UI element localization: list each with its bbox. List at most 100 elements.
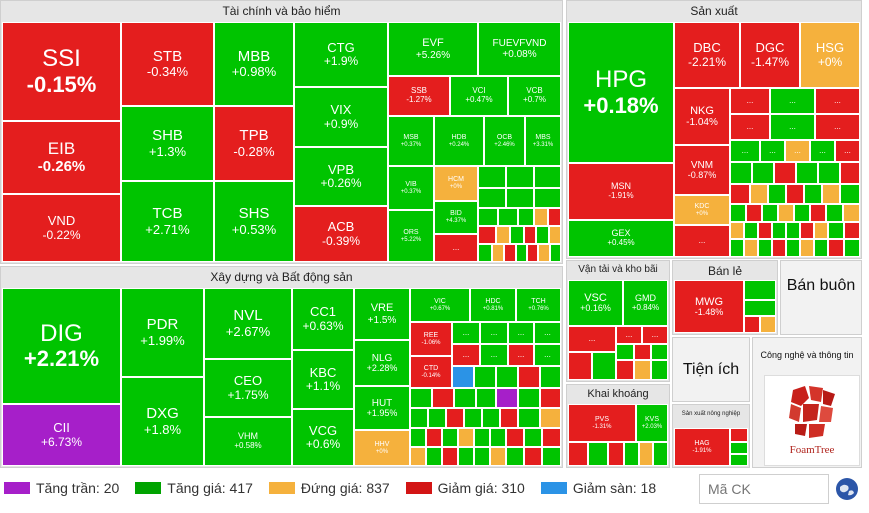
stock-tile-vpb[interactable]: VPB +0.26% bbox=[294, 147, 388, 206]
mini-tile[interactable] bbox=[634, 360, 651, 380]
mini-tile[interactable] bbox=[744, 280, 776, 300]
mini-tile[interactable] bbox=[492, 244, 504, 262]
stock-tile-misc[interactable]: ... bbox=[810, 140, 835, 162]
stock-tile-vcb[interactable]: VCB +0.7% bbox=[508, 76, 561, 116]
mini-tile[interactable] bbox=[410, 388, 432, 408]
stock-tile-shb[interactable]: SHB +1.3% bbox=[121, 106, 214, 181]
mini-tile[interactable] bbox=[746, 204, 762, 222]
mini-tile[interactable] bbox=[752, 162, 774, 184]
mini-tile[interactable] bbox=[496, 226, 510, 244]
stock-tile-misc[interactable]: ... bbox=[674, 225, 730, 257]
stock-tile-vcg[interactable]: VCG +0.6% bbox=[292, 409, 354, 466]
stock-tile-misc[interactable]: ... bbox=[785, 140, 810, 162]
mini-tile[interactable] bbox=[750, 184, 768, 204]
mini-tile[interactable] bbox=[454, 388, 476, 408]
mini-tile[interactable] bbox=[794, 204, 810, 222]
stock-tile-nlg[interactable]: NLG +2.28% bbox=[354, 340, 410, 386]
mini-tile[interactable] bbox=[651, 344, 668, 360]
mini-tile[interactable] bbox=[758, 222, 772, 239]
stock-tile-hsg[interactable]: HSG +0% bbox=[800, 22, 860, 88]
mini-tile[interactable] bbox=[516, 244, 527, 262]
stock-tile-acb[interactable]: ACB -0.39% bbox=[294, 206, 388, 262]
stock-tile-pdr[interactable]: PDR +1.99% bbox=[121, 288, 204, 377]
mini-tile[interactable] bbox=[828, 239, 844, 257]
mini-tile[interactable] bbox=[616, 360, 634, 380]
mini-tile[interactable] bbox=[730, 428, 748, 442]
mini-tile[interactable] bbox=[510, 226, 524, 244]
mini-tile[interactable] bbox=[786, 239, 800, 257]
stock-tile-vnm[interactable]: VNM -0.87% bbox=[674, 145, 730, 195]
legend-floor[interactable]: Giảm sàn: 18 bbox=[540, 480, 656, 496]
mini-tile[interactable] bbox=[442, 428, 458, 447]
mini-tile[interactable] bbox=[540, 366, 561, 388]
mini-tile[interactable] bbox=[534, 208, 548, 226]
mini-tile[interactable] bbox=[772, 222, 786, 239]
mini-tile[interactable] bbox=[426, 428, 442, 447]
mini-tile[interactable] bbox=[524, 226, 536, 244]
mini-tile[interactable] bbox=[653, 442, 668, 466]
mini-tile[interactable] bbox=[496, 388, 518, 408]
mini-tile[interactable] bbox=[534, 188, 561, 208]
mini-tile[interactable] bbox=[826, 204, 843, 222]
mini-tile[interactable] bbox=[548, 208, 561, 226]
mini-tile[interactable] bbox=[518, 208, 534, 226]
mini-tile[interactable] bbox=[542, 428, 561, 447]
mini-tile[interactable] bbox=[482, 408, 500, 428]
mini-tile[interactable] bbox=[814, 222, 828, 239]
stock-tile-misc[interactable]: ... bbox=[730, 88, 770, 114]
stock-tile-vix[interactable]: VIX +0.9% bbox=[294, 87, 388, 147]
stock-tile-misc[interactable]: ... bbox=[815, 88, 860, 114]
mini-tile[interactable] bbox=[634, 344, 651, 360]
mini-tile[interactable] bbox=[608, 442, 624, 466]
mini-tile[interactable] bbox=[540, 388, 561, 408]
globe-icon[interactable] bbox=[836, 478, 858, 500]
mini-tile[interactable] bbox=[524, 428, 542, 447]
stock-tile-misc[interactable]: ... bbox=[480, 322, 508, 344]
mini-tile[interactable] bbox=[518, 408, 540, 428]
mini-tile[interactable] bbox=[524, 447, 542, 466]
stock-tile-hut[interactable]: HUT +1.95% bbox=[354, 386, 410, 430]
stock-tile-tch[interactable]: TCH +0.76% bbox=[516, 288, 561, 322]
mini-tile[interactable] bbox=[490, 447, 506, 466]
stock-tile-stb[interactable]: STB -0.34% bbox=[121, 22, 214, 106]
mini-tile[interactable] bbox=[814, 239, 828, 257]
stock-tile-misc[interactable]: ... bbox=[730, 140, 760, 162]
mini-tile[interactable] bbox=[500, 408, 518, 428]
mini-tile[interactable] bbox=[592, 352, 616, 380]
stock-tile-misc[interactable]: ... bbox=[508, 322, 534, 344]
mini-tile[interactable] bbox=[432, 388, 454, 408]
stock-tile-misc[interactable]: ... bbox=[760, 140, 785, 162]
stock-tile-bid[interactable]: BID +4.37% bbox=[434, 201, 478, 234]
stock-tile-ree[interactable]: REE -1.06% bbox=[410, 322, 452, 356]
mini-tile[interactable] bbox=[476, 388, 496, 408]
mini-tile[interactable] bbox=[840, 184, 860, 204]
stock-tile-misc[interactable]: ... bbox=[452, 344, 480, 366]
stock-tile-tpb[interactable]: TPB -0.28% bbox=[214, 106, 294, 181]
stock-tile-misc[interactable]: ... bbox=[642, 326, 668, 344]
stock-tile-mbs[interactable]: MBS +3.31% bbox=[525, 116, 561, 166]
stock-tile-ctd[interactable]: CTD -0.14% bbox=[410, 356, 452, 388]
mini-tile[interactable] bbox=[843, 204, 860, 222]
mini-tile[interactable] bbox=[474, 428, 490, 447]
stock-tile-gex[interactable]: GEX +0.45% bbox=[568, 220, 674, 257]
mini-tile[interactable] bbox=[744, 222, 758, 239]
stock-tile-hhv[interactable]: HHV +0% bbox=[354, 430, 410, 466]
stock-tile-kvs[interactable]: KVS +2.03% bbox=[636, 404, 668, 442]
stock-tile-vre[interactable]: VRE +1.5% bbox=[354, 288, 410, 340]
stock-tile-dig[interactable]: DIG +2.21% bbox=[2, 288, 121, 404]
mini-tile[interactable] bbox=[478, 226, 496, 244]
stock-tile-misc[interactable]: ... bbox=[508, 344, 534, 366]
stock-tile-vhm[interactable]: VHM +0.58% bbox=[204, 417, 292, 466]
mini-tile[interactable] bbox=[550, 244, 561, 262]
stock-tile-cii[interactable]: CII +6.73% bbox=[2, 404, 121, 466]
mini-tile[interactable] bbox=[822, 184, 840, 204]
stock-tile-misc[interactable]: ... bbox=[730, 114, 770, 140]
mini-tile[interactable] bbox=[758, 239, 772, 257]
stock-tile-ocb[interactable]: OCB +2.46% bbox=[484, 116, 525, 166]
mini-tile[interactable] bbox=[428, 408, 446, 428]
legend-ceiling[interactable]: Tăng trần: 20 bbox=[4, 480, 119, 496]
mini-tile[interactable] bbox=[800, 239, 814, 257]
stock-tile-dgc[interactable]: DGC -1.47% bbox=[740, 22, 800, 88]
mini-tile[interactable] bbox=[778, 204, 794, 222]
stock-tile-hdb[interactable]: HDB +0.24% bbox=[434, 116, 484, 166]
